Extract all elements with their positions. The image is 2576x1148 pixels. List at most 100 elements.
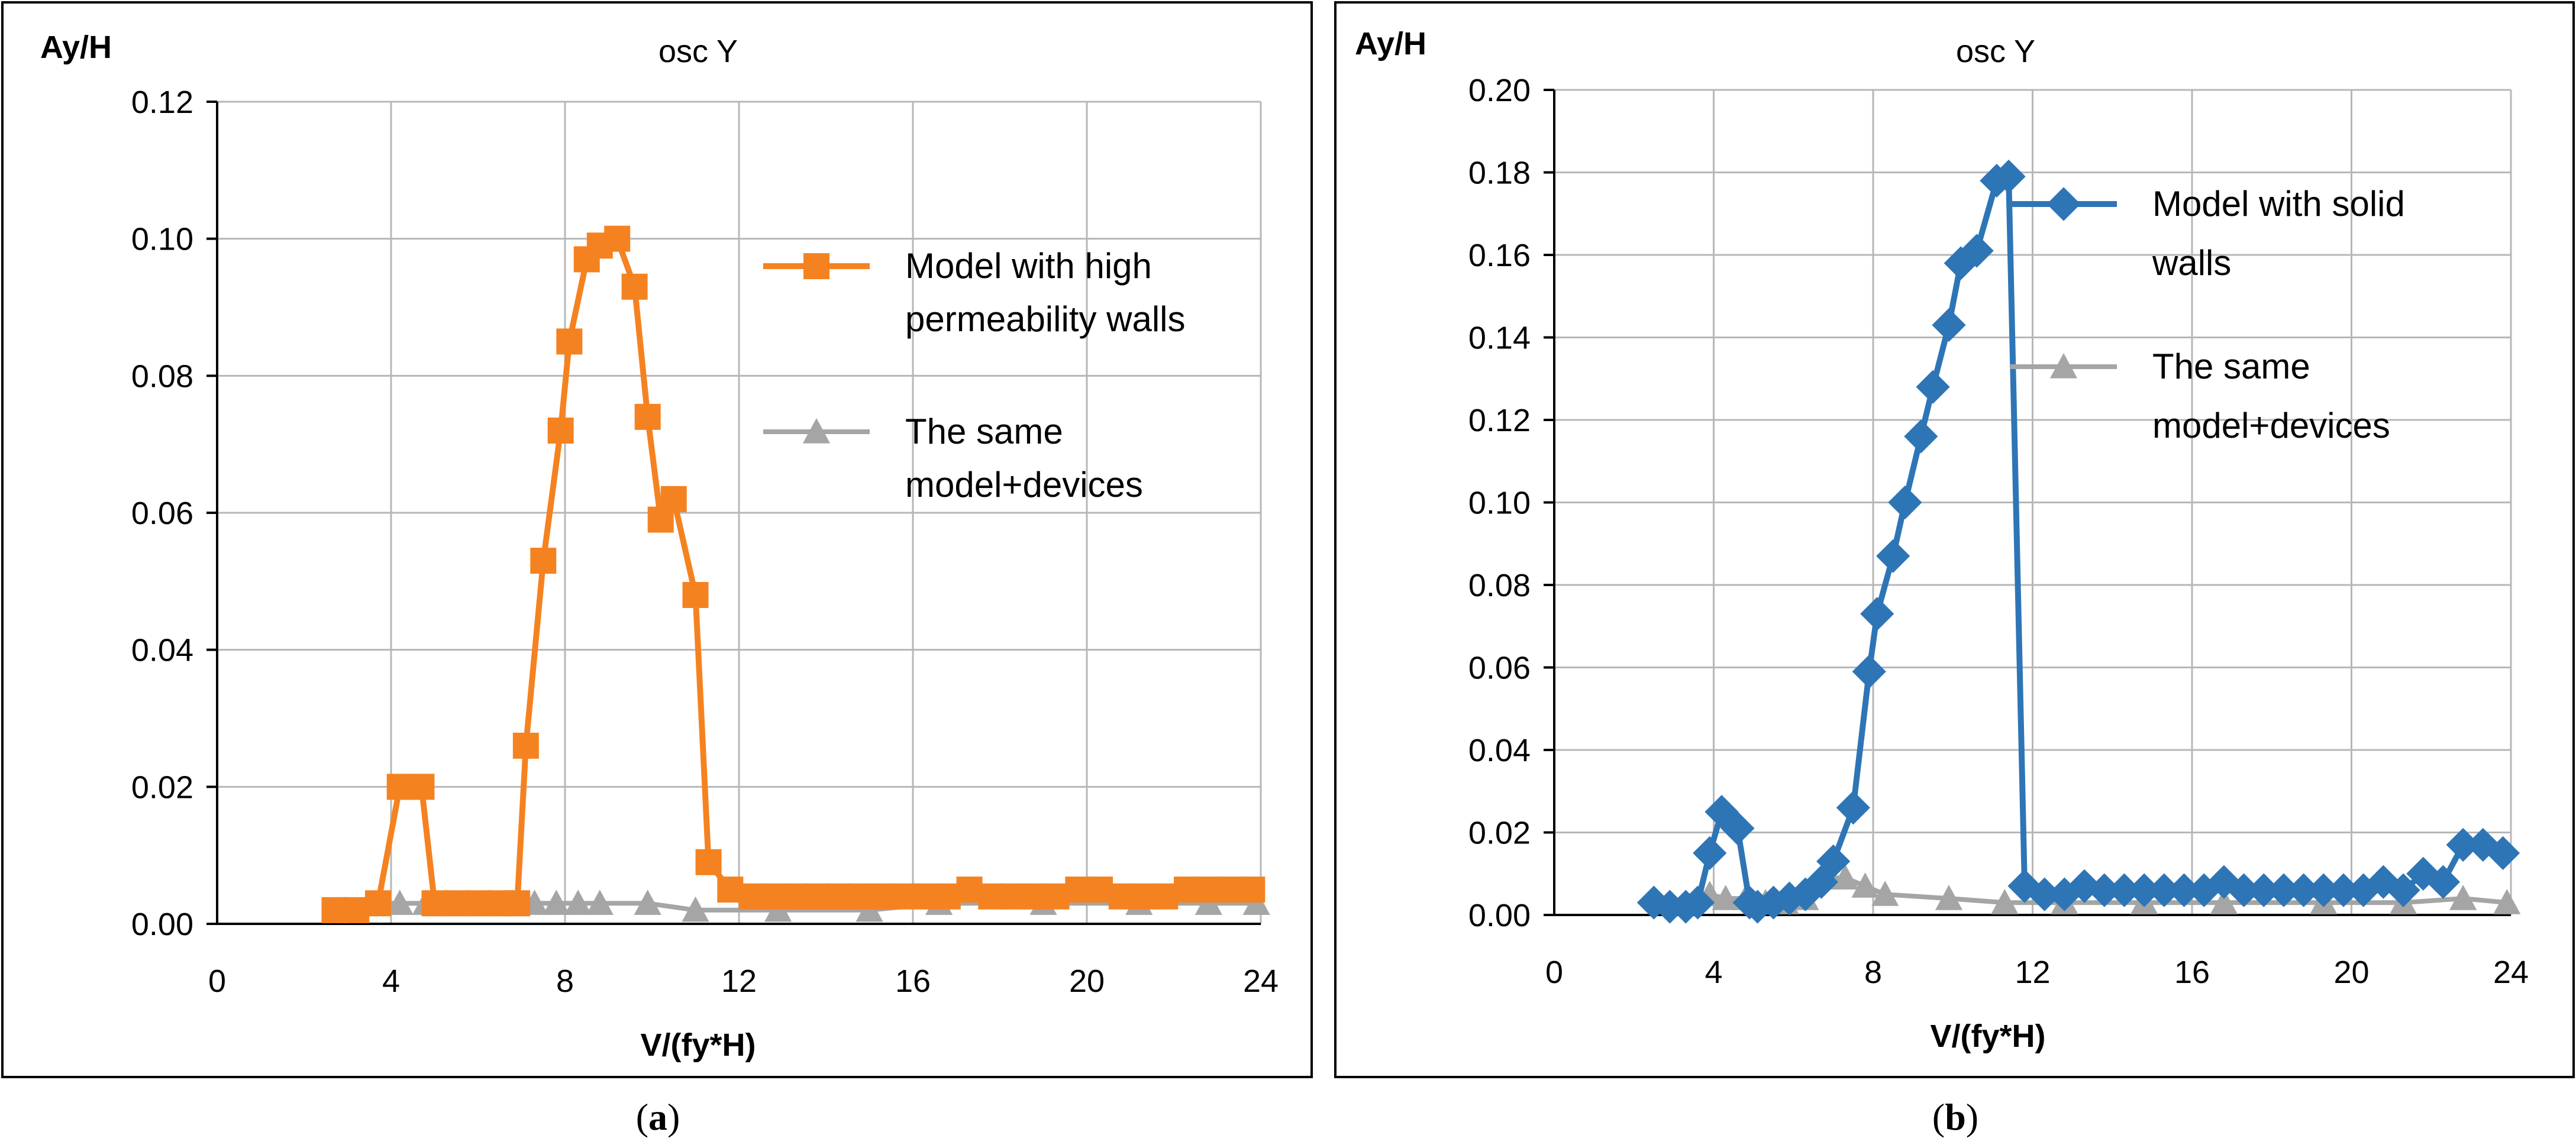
panel-a-series-0-point bbox=[1195, 877, 1222, 903]
panel-b-series-0-point bbox=[1720, 811, 1755, 846]
panel-b-series-0-point bbox=[2406, 856, 2441, 891]
panel-a-series-0-point bbox=[1043, 883, 1070, 910]
panel-a-legend-entry-1: The same model+devices bbox=[763, 412, 1143, 505]
panel-b-series-1-point bbox=[1831, 864, 1859, 890]
panel-b-y-tick-label: 0.12 bbox=[1468, 403, 1531, 438]
panel-a-x-axis-label: V/(fy*H) bbox=[640, 1027, 756, 1063]
panel-a-x-tick-label: 20 bbox=[1069, 963, 1105, 999]
panel-a-legend-label-1-line-1: model+devices bbox=[905, 465, 1143, 505]
caption-a-letter: a bbox=[648, 1096, 667, 1138]
panel-a-series-0-point bbox=[443, 890, 470, 917]
caption-b-letter: b bbox=[1945, 1096, 1966, 1138]
caption-a-close: ) bbox=[667, 1096, 680, 1138]
panel-a-legend: Model with high permeability walls The sam… bbox=[763, 246, 1186, 505]
panel-a-title: osc Y bbox=[658, 34, 738, 69]
panel-a-series-0-point bbox=[891, 883, 918, 910]
panel-b-x-tick-label: 12 bbox=[2015, 955, 2050, 990]
panel-a-legend-label-0-line-1: permeability walls bbox=[905, 299, 1186, 339]
panel-a-series-0-point bbox=[1152, 883, 1179, 910]
panel-b-series-0-point bbox=[1960, 234, 1994, 268]
panel-b-x-axis-label: V/(fy*H) bbox=[1930, 1018, 2045, 1054]
panel-b-series-1-point bbox=[1991, 888, 2019, 914]
panel-b-y-tick-label: 0.00 bbox=[1468, 898, 1531, 933]
panel-b-y-tick-label: 0.02 bbox=[1468, 816, 1531, 851]
panel-b-series-1-point bbox=[2449, 885, 2477, 910]
panel-b-x-tick-label: 0 bbox=[1545, 955, 1563, 990]
panel-b-legend-label-1-line-0: The same bbox=[2152, 347, 2310, 386]
panel-a-legend-label-1-line-0: The same bbox=[905, 412, 1063, 451]
panel-a-series-0-point bbox=[1239, 877, 1266, 903]
panel-b-series-0-point bbox=[2485, 836, 2520, 870]
panel-b-series-0-point bbox=[1916, 370, 1950, 404]
panel-a-series-0-point bbox=[421, 890, 448, 917]
panel-b-series-1-point bbox=[1851, 872, 1879, 898]
panel-a-series-0-point bbox=[847, 883, 874, 910]
panel-b-axes: 0 4 8 12 16 20 24 0.00 0.02 0.04 0.06 0.08 0.10 0.12 0… bbox=[1468, 73, 2529, 990]
panel-a-series-1-point bbox=[586, 890, 614, 915]
panel-b-series-0-point bbox=[1836, 791, 1870, 825]
panel-b-legend-entry-1: The same model+devices bbox=[2010, 347, 2390, 445]
panel-b-series-1-point bbox=[1871, 881, 1899, 906]
panel-b-series-0-point bbox=[2306, 873, 2341, 907]
panel-a-series-1-point bbox=[543, 890, 570, 915]
panel-b-legend-label-0-line-0: Model with solid bbox=[2152, 184, 2405, 224]
panel-a-series-0-point bbox=[1000, 883, 1026, 910]
panel-a-x-tick-label: 8 bbox=[556, 963, 574, 999]
panel-a-series-0-point bbox=[682, 582, 709, 608]
panel-b-series-0-point bbox=[1852, 654, 1886, 689]
panel-b-series-0-point bbox=[1680, 885, 1715, 920]
panel-b-legend-label-0-line-1: walls bbox=[2152, 243, 2231, 283]
caption-b-close: ) bbox=[1966, 1096, 1978, 1138]
panel-b-series-0-point bbox=[2426, 865, 2461, 899]
panel-b-y-tick-label: 0.18 bbox=[1468, 156, 1531, 191]
panel-a-x-tick-label: 0 bbox=[208, 963, 226, 999]
panel-b-series-0-point bbox=[2028, 877, 2062, 911]
panel-b-series-0-point bbox=[1816, 844, 1851, 878]
panel-a-series-0-point bbox=[1065, 877, 1092, 903]
panel-a-series-0-point bbox=[760, 883, 787, 910]
panel-a-series-0-point bbox=[504, 890, 531, 917]
panel-b-series-0-point bbox=[2127, 873, 2161, 907]
panel-a-series-1-point bbox=[682, 896, 709, 922]
panel-a-series-0-point bbox=[1087, 877, 1113, 903]
panel-a-series-0-point bbox=[343, 897, 370, 923]
panel-b-series-0-point bbox=[1904, 419, 1938, 454]
panel-a-x-tick-label: 16 bbox=[895, 963, 931, 999]
panel-b-series-0-point bbox=[2226, 873, 2261, 907]
panel-a-series-1-point bbox=[386, 890, 414, 915]
panel-a-x-tick-label: 12 bbox=[721, 963, 757, 999]
panel-a-series-0-point bbox=[978, 883, 1005, 910]
panel-b-y-tick-label: 0.10 bbox=[1468, 486, 1531, 521]
panel-a-series-0-point bbox=[782, 883, 809, 910]
panel-a-series-0-point bbox=[934, 883, 961, 910]
panel-a-y-tick-label: 0.02 bbox=[131, 769, 193, 805]
panel-b-series-0-point bbox=[1876, 539, 1910, 573]
panel-b-y-tick-label: 0.14 bbox=[1468, 321, 1531, 356]
panel-b-legend-label-1-line-1: model+devices bbox=[2152, 406, 2390, 445]
panel-b-y-tick-label: 0.16 bbox=[1468, 238, 1531, 273]
panel-b-series-0-point bbox=[2087, 873, 2122, 907]
panel-b-series-0-point bbox=[1788, 877, 1823, 911]
panel-b-legend-entry-0: Model with solid walls bbox=[2010, 184, 2405, 283]
panel-a-series-0-point bbox=[1174, 877, 1200, 903]
panel-b-series-0-point bbox=[2047, 877, 2081, 911]
panel-b-series-0-point bbox=[2267, 873, 2301, 907]
panel-a-series-0-point bbox=[604, 225, 631, 252]
panel-a-y-tick-label: 0.06 bbox=[131, 496, 193, 531]
panel-a-series-0-point bbox=[660, 486, 687, 512]
panel-b-series bbox=[1636, 159, 2521, 924]
panel-b-series-0-point bbox=[1888, 485, 1922, 520]
panel-b: 0 4 8 12 16 20 24 0.00 0.02 0.04 0.06 0.08 0.10 0.12 0… bbox=[1334, 1, 2575, 1078]
panel-b-legend-marker-0 bbox=[2046, 187, 2081, 221]
panel-b-series-0-point bbox=[2107, 873, 2142, 907]
panel-a-series-0-point bbox=[364, 890, 391, 917]
panel-b-series-0 bbox=[1636, 159, 2520, 924]
panel-b-gridlines bbox=[1554, 89, 2512, 915]
panel-a-y-tick-label: 0.04 bbox=[131, 633, 193, 668]
panel-a-series-0-point bbox=[621, 273, 648, 300]
panel-a-series-0 bbox=[321, 225, 1266, 923]
panel-b-x-tick-label: 16 bbox=[2174, 955, 2210, 990]
panel-a-series-1-point bbox=[634, 890, 661, 915]
panel-b-series-0-point bbox=[2386, 873, 2420, 907]
